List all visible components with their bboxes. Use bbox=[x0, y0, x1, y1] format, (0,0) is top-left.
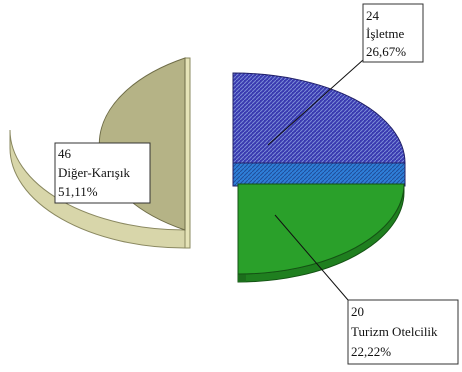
slice-diger-front bbox=[184, 57, 191, 249]
callout-diger: 46 Diğer-Karışık 51,11% bbox=[54, 142, 151, 204]
label-isletme-name: İşletme bbox=[366, 26, 404, 41]
leader-turizm bbox=[274, 214, 349, 301]
label-diger-percent: 51,11% bbox=[58, 184, 98, 199]
slice-isletme-side bbox=[232, 162, 406, 187]
label-turizm-name: Turizm Otelcilik bbox=[351, 324, 438, 339]
slice-diger-side bbox=[9, 129, 186, 249]
label-diger-count: 46 bbox=[58, 146, 72, 161]
callout-turizm: 20 Turizm Otelcilik 22,22% bbox=[347, 299, 459, 365]
slice-turizm-top bbox=[237, 183, 405, 275]
label-turizm-count: 20 bbox=[351, 304, 364, 319]
slice-isletme-top bbox=[232, 72, 406, 164]
label-diger-name: Diğer-Karışık bbox=[58, 165, 130, 180]
label-isletme-percent: 26,67% bbox=[366, 44, 406, 59]
leader-isletme bbox=[267, 59, 364, 146]
slice-isletme bbox=[232, 72, 406, 187]
label-isletme-count: 24 bbox=[366, 8, 380, 23]
slice-turizm bbox=[237, 183, 405, 283]
label-turizm-percent: 22,22% bbox=[351, 344, 391, 359]
callout-isletme: 24 İşletme 26,67% bbox=[362, 3, 424, 63]
